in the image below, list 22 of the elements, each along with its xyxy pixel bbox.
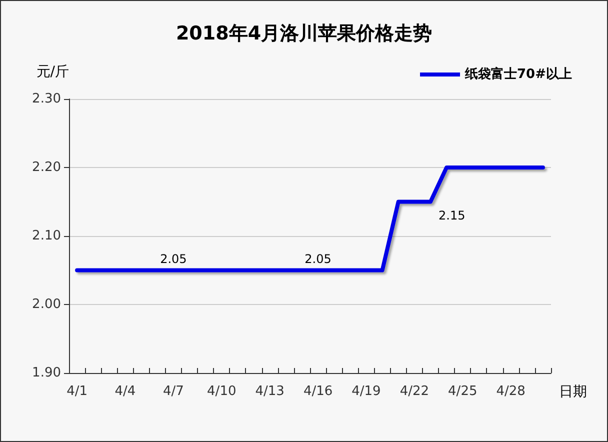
y-tick-label: 2.00 <box>32 297 61 312</box>
x-tick-label: 4/4 <box>114 384 136 399</box>
x-tick-label: 4/16 <box>303 384 333 399</box>
x-axis-title: 日期 <box>559 384 587 400</box>
x-tick-label: 4/28 <box>496 384 526 399</box>
data-label: 2.05 <box>160 252 187 266</box>
y-axis-title: 元/斤 <box>36 64 69 80</box>
y-tick-label: 2.30 <box>32 92 61 106</box>
x-tick-label: 4/19 <box>352 384 381 399</box>
data-label: 2.05 <box>304 252 332 266</box>
x-tick-label: 4/1 <box>66 384 88 399</box>
y-tick-label: 1.90 <box>32 366 61 380</box>
y-tick-label: 2.10 <box>32 228 61 244</box>
chart-title: 2018年4月洛川苹果价格走势 <box>176 22 432 44</box>
y-tick-label: 2.20 <box>32 160 61 175</box>
legend-label: 纸袋富士70#以上 <box>464 66 572 82</box>
x-tick-label: 4/13 <box>255 384 284 399</box>
x-tick-label: 4/10 <box>207 384 236 399</box>
x-tick-label: 4/7 <box>162 384 184 399</box>
x-tick-label: 4/22 <box>400 384 430 399</box>
x-tick-label: 4/25 <box>448 384 478 399</box>
data-label: 2.15 <box>438 208 466 223</box>
